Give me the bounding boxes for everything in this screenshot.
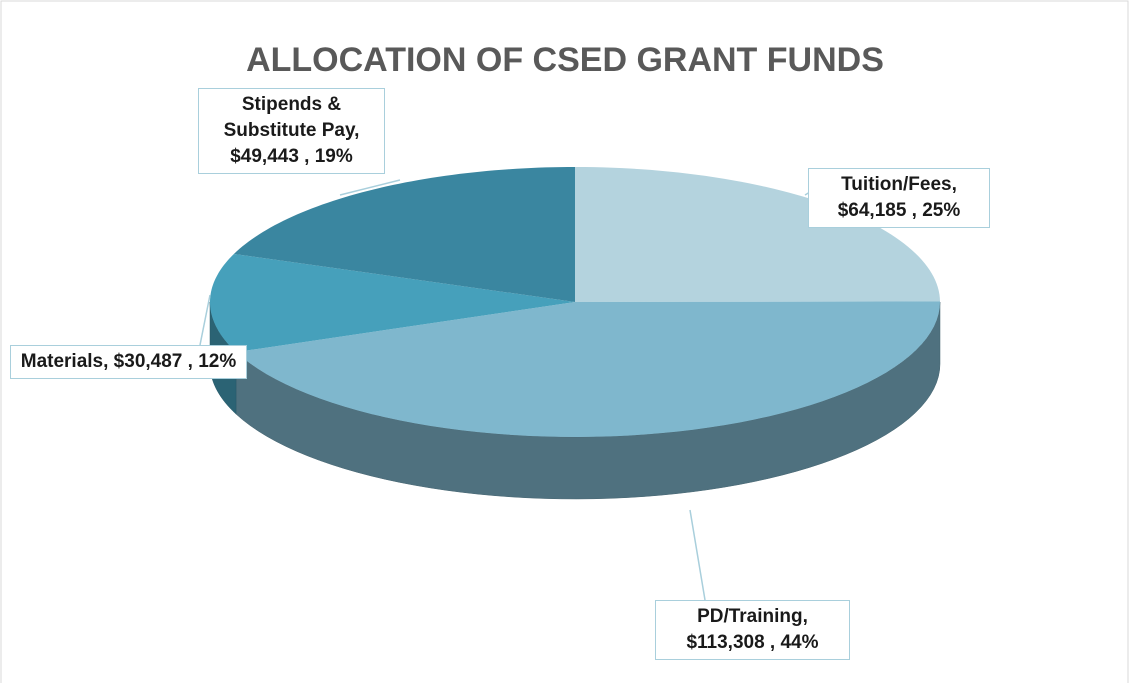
leader-line — [339, 179, 401, 196]
leader-line — [199, 294, 211, 346]
data-label: Stipends & Substitute Pay, $49,443 , 19% — [198, 88, 385, 174]
pie — [209, 167, 941, 500]
chart-title: ALLOCATION OF CSED GRANT FUNDS — [246, 41, 884, 79]
slice — [210, 253, 575, 353]
data-label: Materials, $30,487 , 12% — [10, 345, 247, 379]
data-label: Tuition/Fees, $64,185 , 25% — [808, 168, 990, 228]
slice — [233, 167, 575, 302]
data-label: PD/Training, $113,308 , 44% — [655, 600, 850, 660]
leader-line — [689, 509, 706, 601]
slice — [236, 301, 940, 437]
slice — [575, 167, 940, 302]
